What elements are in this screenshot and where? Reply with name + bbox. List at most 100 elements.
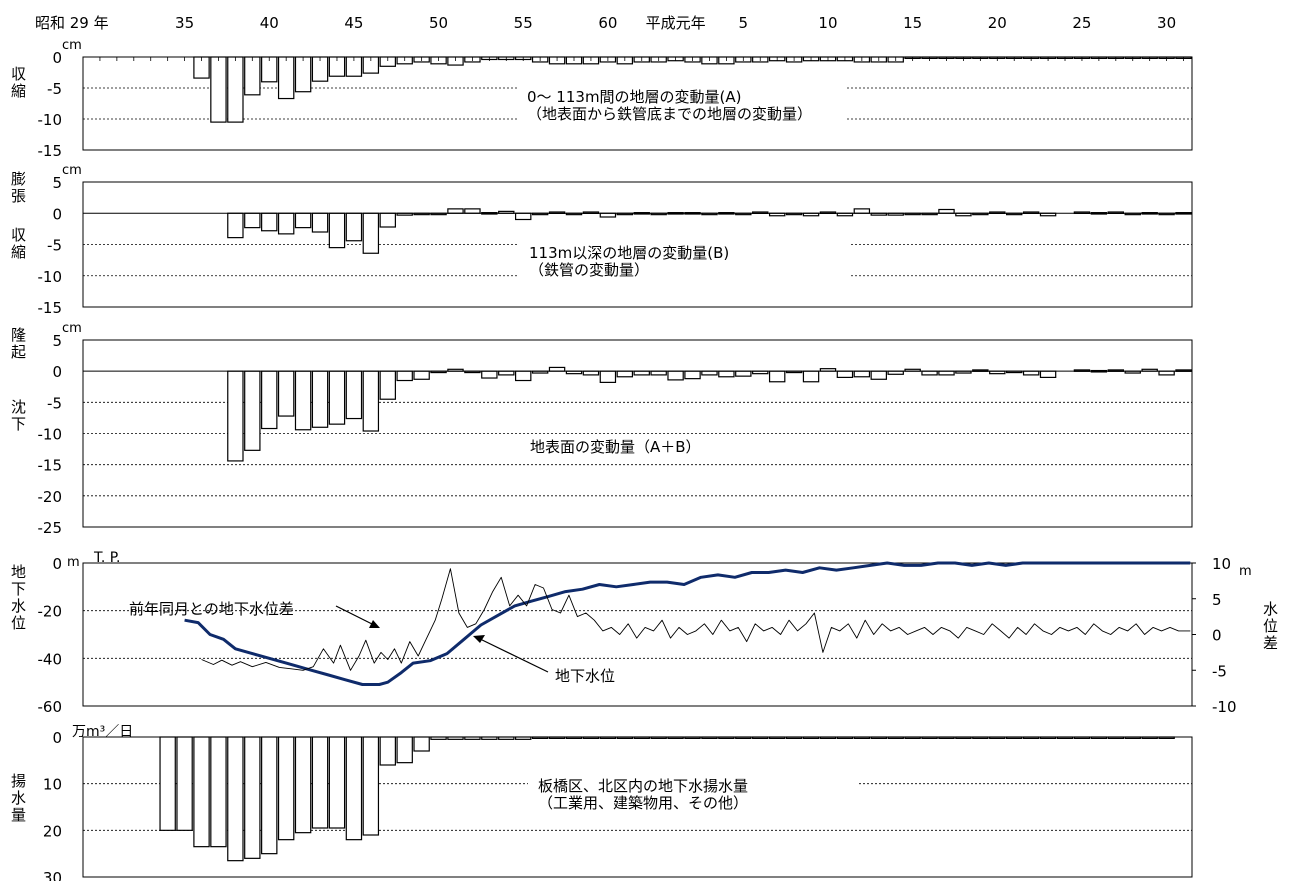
bar — [261, 370, 278, 430]
bar — [413, 736, 430, 752]
side-label-subsidence: 下 — [11, 415, 26, 433]
y-tick-label: -20 — [38, 488, 63, 506]
bar — [785, 736, 803, 739]
bar — [362, 736, 380, 836]
panelD-chart: 0-20-40-60m T. P. 1050-5-10m地下水位水位差前年同月との地… — [11, 550, 1278, 716]
bar — [362, 212, 380, 254]
bar — [514, 212, 532, 221]
side-label-groundwater: 地 — [11, 563, 26, 581]
bar — [870, 370, 887, 380]
bar — [735, 370, 752, 377]
bar — [768, 736, 786, 739]
y-tick-label: 0 — [52, 49, 62, 67]
bar — [1039, 370, 1057, 378]
y-tick-label: 30 — [43, 869, 62, 881]
bar — [244, 212, 261, 229]
y-tick-label: 20 — [43, 822, 62, 840]
y-tick-label: 5 — [52, 174, 62, 192]
bar — [1107, 736, 1125, 739]
side-label-diff: 水 — [1263, 600, 1278, 618]
y-tick-label: 0 — [52, 555, 62, 573]
bar — [633, 370, 650, 376]
arrow-line — [335, 605, 379, 628]
bar — [430, 736, 447, 740]
panelA-chart: 0 -5 -10 -15 cm 収縮 0～ 113m間の地層の変動量(A)（地表面から鉄管底… — [11, 38, 1193, 160]
side-label-subsidence: 沈 — [11, 398, 26, 416]
bar — [582, 736, 600, 739]
bar — [548, 366, 566, 372]
bar — [379, 736, 396, 766]
side-label-shrink: 収 — [11, 226, 26, 244]
unit-label: m — [67, 555, 80, 570]
bar — [887, 736, 904, 739]
bar — [938, 208, 955, 214]
groundwater-level-line — [184, 561, 1191, 686]
top-year-label: 60 — [598, 14, 617, 32]
y2-tick-label: 5 — [1212, 591, 1222, 609]
annotation-bg — [519, 241, 849, 283]
annotation-text: （工業用、建築物用、その他） — [538, 794, 748, 812]
bar — [210, 56, 227, 123]
bar — [227, 212, 244, 239]
unit-label-right: m — [1239, 564, 1252, 579]
bar — [311, 370, 329, 428]
bar — [1090, 736, 1108, 739]
bar — [345, 736, 363, 841]
side-label-diff: 差 — [1263, 634, 1278, 652]
y-tick-label: -40 — [38, 650, 63, 668]
bar — [650, 736, 667, 739]
top-year-label: 25 — [1072, 14, 1091, 32]
y-tick-label: -10 — [38, 268, 63, 286]
bar — [836, 370, 854, 378]
bar — [481, 736, 498, 740]
bar — [159, 736, 176, 831]
y-tick-label: 0 — [52, 729, 62, 747]
top-year-label: 平成元年 — [646, 14, 706, 32]
bar — [938, 736, 955, 739]
y-tick-label: -5 — [47, 80, 62, 98]
side-label-uplift: 起 — [11, 343, 26, 361]
annotation-text: 板橋区、北区内の地下水揚水量 — [538, 777, 748, 795]
y-tick-label: -10 — [38, 426, 63, 444]
bar — [701, 370, 718, 376]
bar — [464, 736, 481, 740]
y-tick-label: -60 — [38, 698, 63, 716]
bar — [853, 736, 871, 739]
bar — [277, 56, 295, 100]
bar — [1158, 370, 1175, 376]
bar — [853, 208, 871, 214]
bar — [599, 212, 617, 218]
side-label-pumping: 揚 — [11, 772, 26, 790]
side-label-uplift: 隆 — [11, 326, 26, 344]
bar — [481, 370, 498, 379]
bar — [362, 370, 380, 432]
y-tick-label: 5 — [52, 332, 62, 350]
bar — [1158, 736, 1175, 739]
unit-label: 万m³／日 — [72, 724, 133, 740]
bar — [244, 56, 261, 96]
bar — [379, 212, 396, 228]
bar — [1124, 736, 1141, 739]
bar — [1022, 736, 1040, 739]
bar — [718, 370, 735, 378]
bar — [277, 370, 295, 417]
y-tick-label: 0 — [52, 205, 62, 223]
bar — [514, 736, 532, 740]
y2-tick-label: 0 — [1212, 627, 1222, 645]
bar — [1022, 370, 1040, 376]
bar — [870, 736, 887, 739]
bar — [498, 736, 515, 740]
bar — [667, 370, 684, 381]
bar — [277, 736, 295, 841]
bar — [684, 370, 701, 380]
bar — [836, 736, 854, 739]
bar — [768, 370, 786, 383]
bar — [210, 736, 227, 848]
bar — [1006, 736, 1023, 739]
bar — [989, 736, 1006, 739]
bar — [447, 736, 464, 740]
bar — [667, 736, 684, 739]
tp-label: T. P. — [93, 550, 121, 566]
